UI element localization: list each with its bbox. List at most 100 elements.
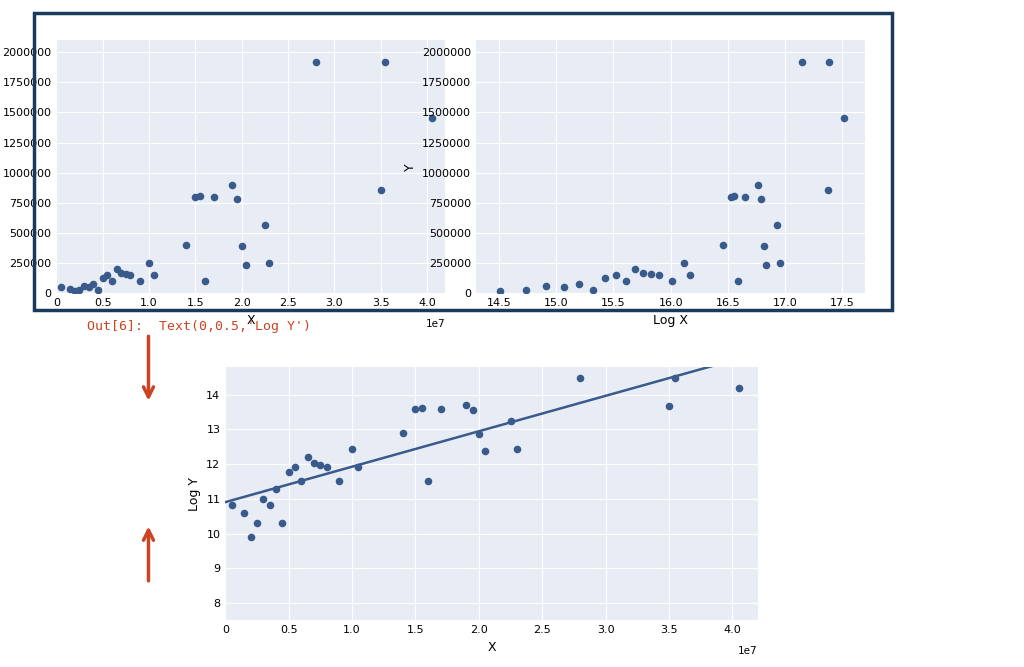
Point — [664, 276, 680, 287]
Point — [635, 267, 651, 278]
Point — [459, 283, 475, 294]
Point — [350, 462, 367, 472]
Point — [471, 428, 487, 439]
Point — [318, 462, 335, 472]
Text: 1e7: 1e7 — [738, 646, 758, 656]
Point — [197, 276, 213, 287]
Point — [140, 258, 157, 269]
Point — [676, 258, 692, 269]
Point — [145, 270, 162, 281]
Text: 1e7: 1e7 — [426, 319, 445, 329]
Point — [414, 403, 430, 414]
Point — [556, 282, 572, 293]
Point — [243, 532, 259, 542]
Point — [331, 476, 347, 486]
Point — [572, 373, 589, 384]
Point — [224, 179, 241, 190]
Point — [737, 191, 754, 202]
Point — [617, 276, 634, 287]
Point — [306, 457, 323, 468]
Point — [715, 240, 731, 251]
Point — [122, 270, 138, 281]
Point — [76, 281, 92, 291]
Point — [819, 184, 836, 195]
X-axis label: X: X — [487, 641, 496, 654]
X-axis label: Log X: Log X — [653, 314, 688, 327]
Point — [85, 279, 101, 289]
Point — [837, 113, 853, 124]
Point — [517, 285, 534, 295]
Point — [257, 219, 273, 230]
Point — [660, 401, 677, 412]
Point — [423, 113, 439, 124]
Point — [458, 400, 474, 410]
Point — [682, 270, 698, 281]
X-axis label: X: X — [247, 314, 255, 327]
Point — [726, 190, 742, 201]
Point — [103, 276, 120, 287]
Point — [607, 270, 624, 281]
Point — [753, 194, 769, 205]
Point — [373, 184, 389, 195]
Point — [223, 500, 240, 510]
Point — [408, 404, 424, 414]
Point — [650, 270, 667, 281]
Point — [643, 269, 659, 279]
Point — [109, 264, 125, 275]
Point — [261, 258, 278, 269]
Point — [750, 179, 766, 190]
Point — [191, 190, 208, 201]
Point — [72, 285, 88, 295]
Point — [268, 484, 285, 494]
Point — [723, 191, 739, 202]
Point — [432, 404, 449, 414]
Point — [344, 444, 360, 454]
Point — [597, 272, 613, 283]
Point — [206, 191, 222, 202]
Point — [503, 416, 519, 426]
Point — [131, 276, 147, 287]
Point — [261, 500, 278, 510]
Point — [281, 466, 297, 477]
Point — [67, 285, 83, 296]
Point — [53, 282, 70, 293]
Point — [394, 428, 411, 438]
Point — [585, 285, 601, 295]
Point — [81, 282, 97, 293]
Point — [377, 57, 393, 67]
Point — [333, 282, 349, 293]
Point — [274, 518, 291, 528]
Point — [539, 281, 555, 291]
Point — [420, 476, 436, 486]
Point — [492, 285, 508, 296]
Point — [113, 267, 129, 278]
Point — [771, 258, 787, 269]
Point — [178, 240, 195, 251]
Point — [293, 476, 309, 486]
Point — [118, 269, 134, 279]
Point — [464, 404, 480, 415]
Point — [299, 452, 315, 462]
Point — [99, 270, 116, 281]
Point — [249, 518, 265, 528]
Point — [627, 264, 643, 275]
Point — [238, 259, 254, 270]
Point — [730, 276, 746, 287]
Text: Out[6]:  Text(0,0.5,'Log Y'): Out[6]: Text(0,0.5,'Log Y') — [87, 320, 311, 333]
Point — [509, 444, 525, 454]
Y-axis label: Y: Y — [403, 163, 417, 171]
Point — [769, 219, 785, 230]
Point — [237, 508, 253, 518]
Y-axis label: Log Y: Log Y — [187, 477, 201, 510]
Point — [228, 194, 245, 205]
Point — [477, 446, 494, 456]
Point — [94, 272, 111, 283]
Point — [821, 57, 838, 67]
Point — [730, 383, 746, 394]
Point — [571, 279, 588, 289]
Point — [90, 285, 106, 295]
Point — [233, 241, 250, 251]
Point — [307, 57, 324, 67]
Point — [62, 283, 79, 294]
Point — [756, 241, 772, 251]
